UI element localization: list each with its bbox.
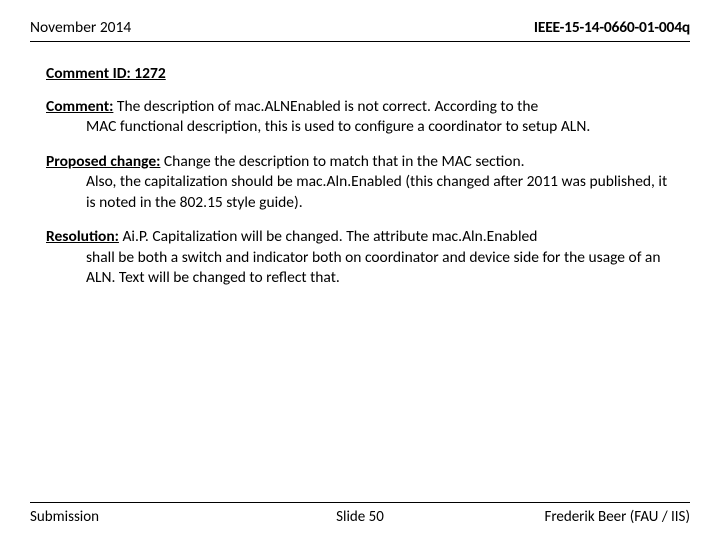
resolution-text-rest: shall be both a switch and indicator bot… — [46, 248, 680, 289]
footer-left: Submission — [30, 508, 99, 526]
resolution-section: Resolution: Ai.P. Capitalization will be… — [46, 227, 680, 288]
comment-section: Comment: The description of mac.ALNEnabl… — [46, 97, 680, 138]
proposed-text-rest: Also, the capitalization should be mac.A… — [46, 172, 680, 213]
footer-author: Frederik Beer (FAU / IIS) — [544, 508, 690, 526]
resolution-text-line1: Ai.P. Capitalization will be changed. Th… — [119, 227, 537, 246]
document-id: IEEE-15-14-0660-01-004q — [534, 18, 690, 37]
proposed-label: Proposed change: — [46, 152, 160, 171]
slide-footer: Submission Slide 50 Frederik Beer (FAU /… — [30, 502, 690, 526]
comment-text-line1: The description of mac.ALNEnabled is not… — [113, 97, 538, 116]
proposed-text-line1: Change the description to match that in … — [160, 152, 524, 171]
comment-text-rest: MAC functional description, this is used… — [46, 117, 680, 137]
resolution-label: Resolution: — [46, 227, 119, 246]
slide-content: Comment ID: 1272 Comment: The descriptio… — [30, 64, 690, 289]
comment-id-heading: Comment ID: 1272 — [46, 64, 680, 83]
slide-number: Slide 50 — [336, 508, 384, 526]
date-text: November 2014 — [30, 18, 131, 37]
comment-label: Comment: — [46, 97, 113, 116]
proposed-change-section: Proposed change: Change the description … — [46, 152, 680, 213]
slide-header: November 2014 IEEE-15-14-0660-01-004q — [30, 18, 690, 42]
